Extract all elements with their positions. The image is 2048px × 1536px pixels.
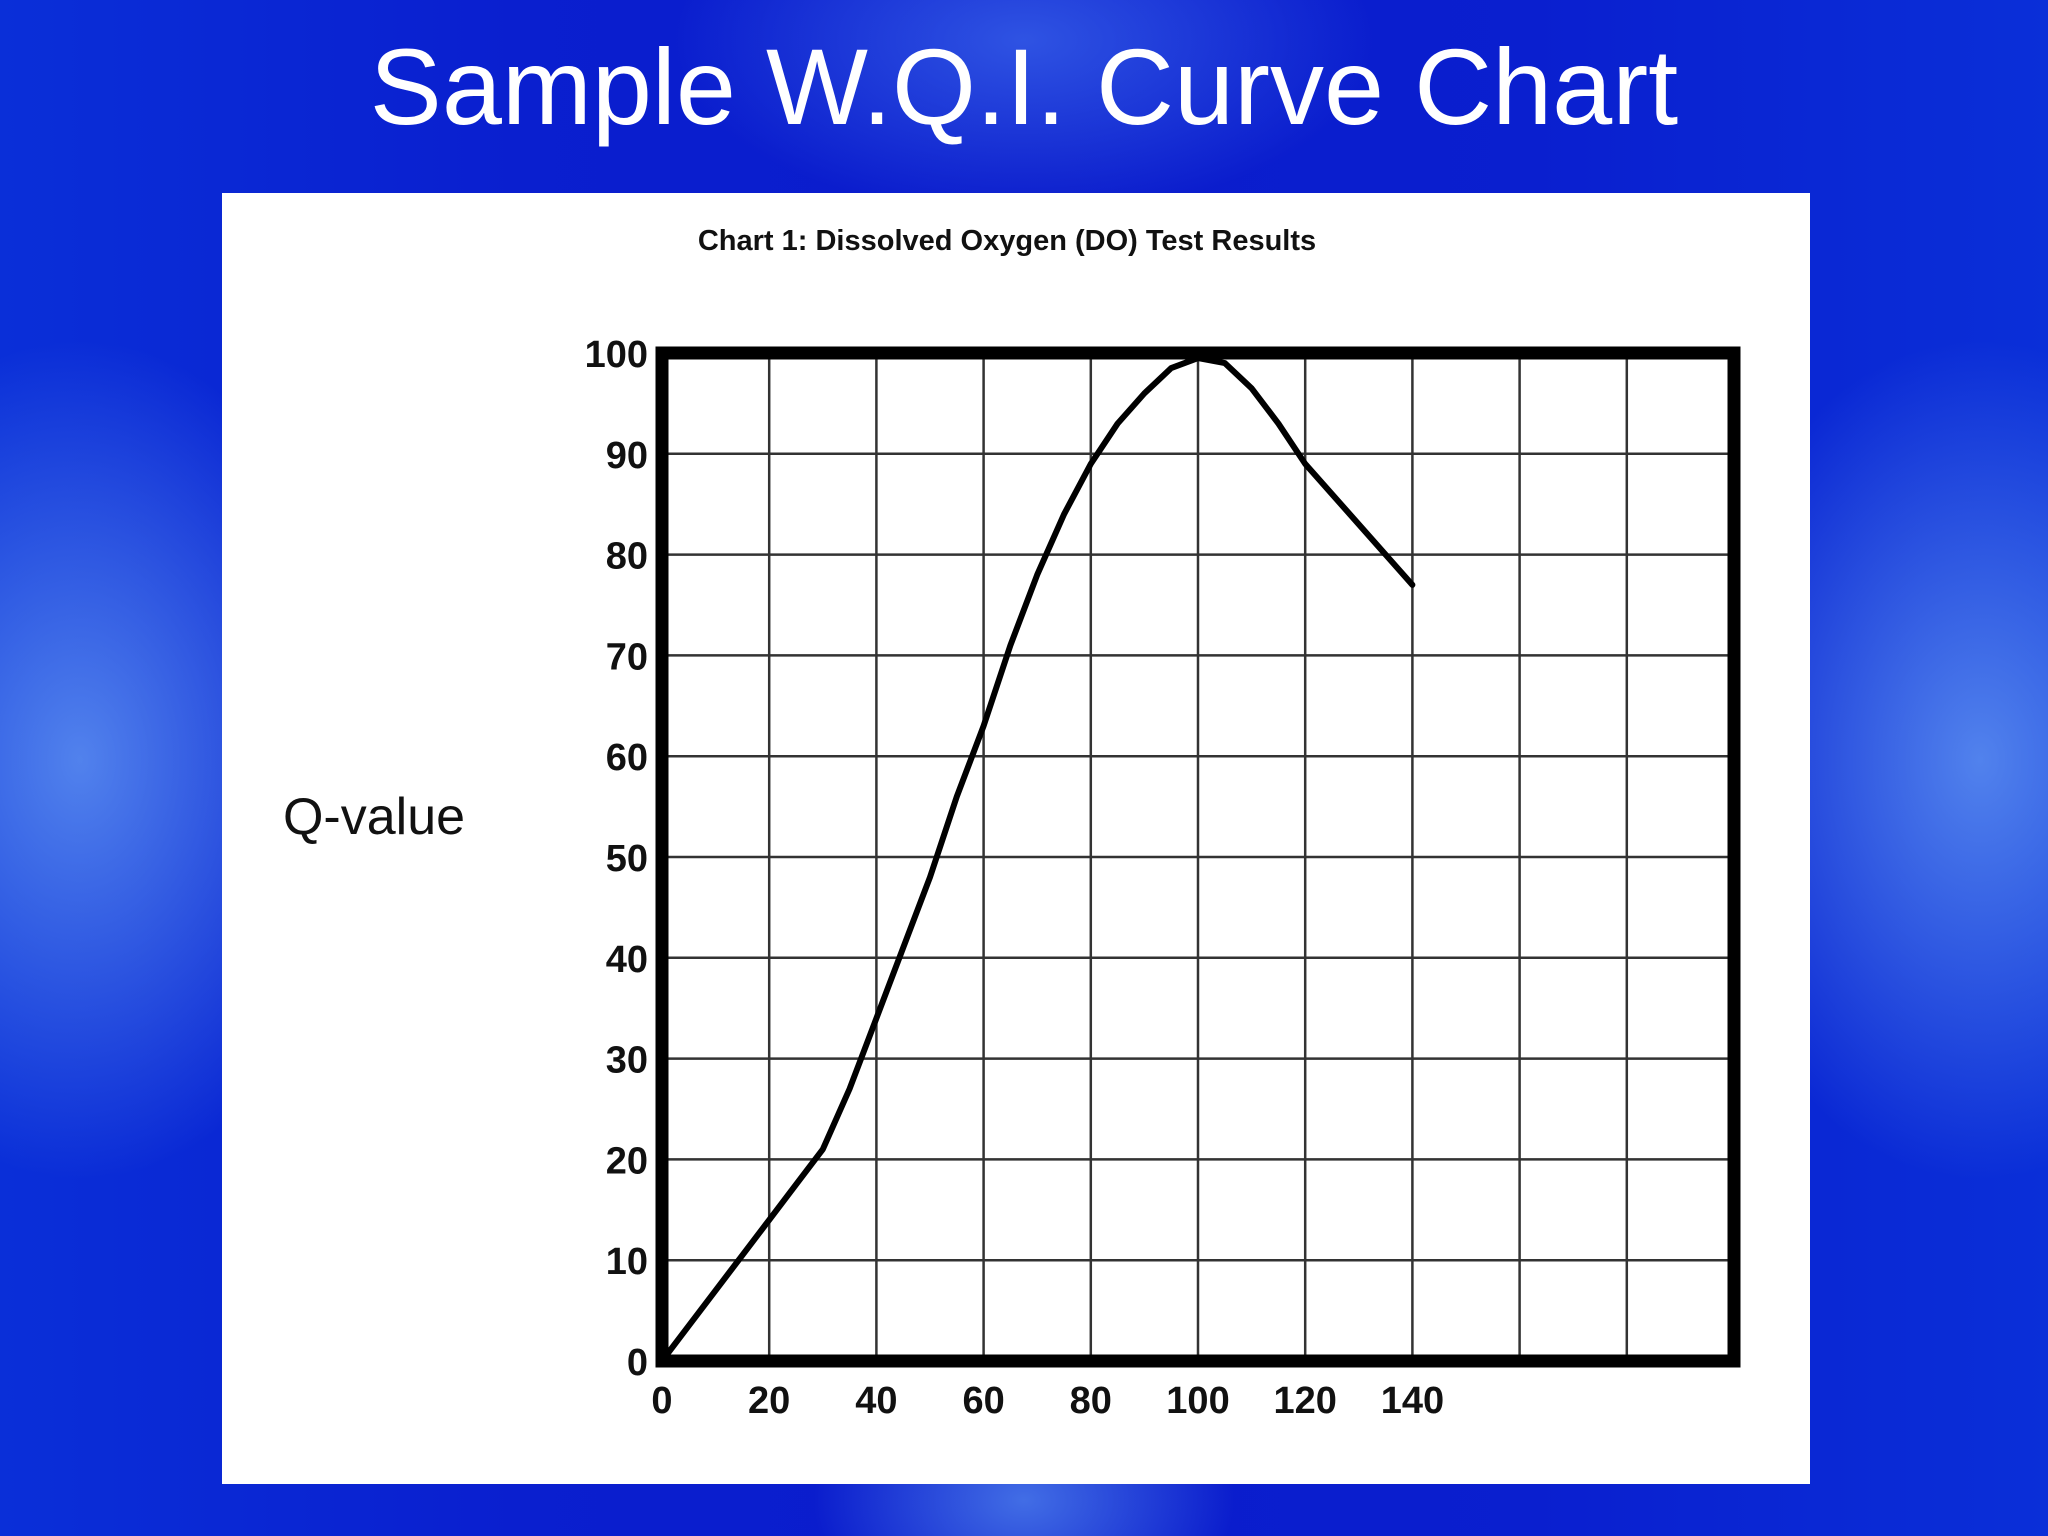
slide-title: Sample W.Q.I. Curve Chart [369,26,1679,147]
series-layer [659,355,1416,1364]
grid-layer [662,353,1734,1361]
y-tick-label: 100 [585,334,648,376]
x-tick-label: 60 [962,1380,1004,1422]
x-tick-label: 100 [1166,1380,1229,1422]
y-tick-label: 80 [606,536,648,578]
y-tick-label: 50 [606,838,648,880]
series-line [659,355,1416,1364]
y-tick-label: 70 [606,636,648,678]
chart-svg: 0 10 20 30 40 50 60 70 80 90 100 0 20 40 60 80 100 120 140… [283,225,1741,1422]
y-tick-label: 10 [606,1241,648,1283]
axis-labels-layer: 0 10 20 30 40 50 60 70 80 90 100 0 20 40 60 80 100 120 140 [585,334,1445,1422]
plot-frame [655,346,1741,1368]
y-tick-label: 0 [627,1342,648,1384]
y-tick-label: 20 [606,1140,648,1182]
chart-panel: 0 10 20 30 40 50 60 70 80 90 100 0 20 40 60 80 100 120 140… [222,193,1810,1484]
y-tick-label: 90 [606,435,648,477]
x-tick-label: 0 [651,1380,672,1422]
y-tick-label: 40 [606,939,648,981]
x-tick-label: 20 [748,1380,790,1422]
x-tick-label: 120 [1273,1380,1336,1422]
x-tick-label: 40 [855,1380,897,1422]
y-axis-label: Q-value [283,788,465,846]
x-tick-label: 140 [1381,1380,1444,1422]
y-tick-label: 60 [606,737,648,779]
y-tick-label: 30 [606,1040,648,1082]
x-tick-label: 80 [1070,1380,1112,1422]
chart-title: Chart 1: Dissolved Oxygen (DO) Test Resu… [698,225,1316,257]
